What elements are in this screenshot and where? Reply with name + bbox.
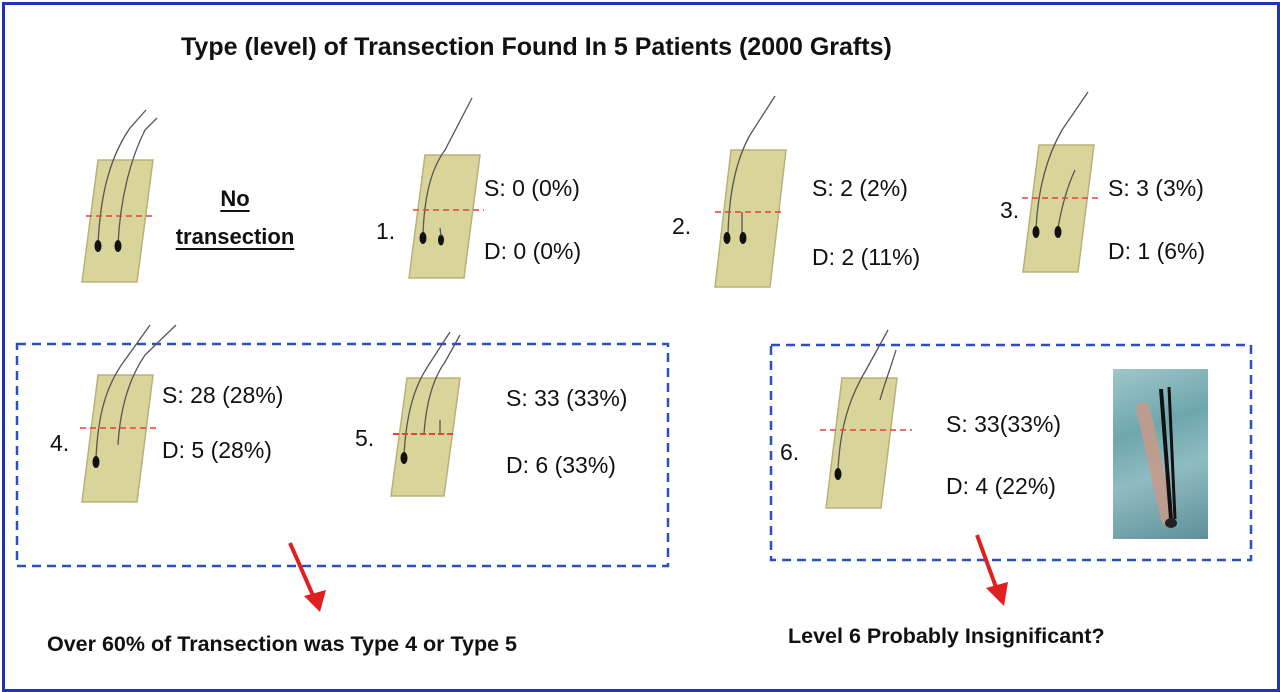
type-3-number: 3. [1000, 197, 1020, 223]
type-4-number: 4. [50, 430, 70, 456]
type-1-d-value: D: 0 (0%) [484, 238, 582, 264]
no-transection-line-2: transection [175, 224, 295, 249]
type-2-d-value: D: 2 (11%) [812, 244, 921, 270]
type-3-s-value: S: 3 (3%) [1108, 175, 1204, 201]
type-4-s-value: S: 28 (28%) [162, 382, 284, 408]
type-1-number: 1. [376, 218, 396, 244]
arrow-right [975, 534, 1008, 606]
graft-type-3 [1022, 91, 1098, 273]
type-6-d-value: D: 4 (22%) [946, 473, 1056, 499]
type-6-s-value: S: 33(33%) [946, 411, 1062, 437]
graft-type-6 [820, 329, 912, 509]
type-5-number: 5. [355, 425, 375, 451]
type-5-d-value: D: 6 (33%) [506, 452, 616, 478]
type-3-d-value: D: 1 (6%) [1108, 238, 1206, 264]
graft-no-transection [81, 109, 158, 283]
group-box-types-4-5 [15, 342, 670, 568]
figure-title: Type (level) of Transection Found In 5 P… [181, 33, 892, 61]
graft-type-4 [80, 324, 177, 503]
type-1-s-value: S: 0 (0%) [484, 175, 580, 201]
graft-photo [1113, 369, 1208, 539]
type-4-d-value: D: 5 (28%) [162, 437, 272, 463]
type-5-s-value: S: 33 (33%) [506, 385, 628, 411]
graft-type-1 [408, 97, 484, 279]
type-2-number: 2. [672, 213, 692, 239]
group-box-type-6 [769, 343, 1253, 562]
caption-right: Level 6 Probably Insignificant? [788, 624, 1105, 648]
no-transection-line-1: No [220, 186, 250, 211]
graft-type-5 [390, 331, 461, 497]
type-6-number: 6. [780, 439, 800, 465]
no-transection-label: No transection [150, 180, 320, 256]
caption-left: Over 60% of Transection was Type 4 or Ty… [47, 632, 517, 656]
type-2-s-value: S: 2 (2%) [812, 175, 908, 201]
graft-type-2 [714, 95, 787, 288]
arrow-left [288, 542, 326, 612]
